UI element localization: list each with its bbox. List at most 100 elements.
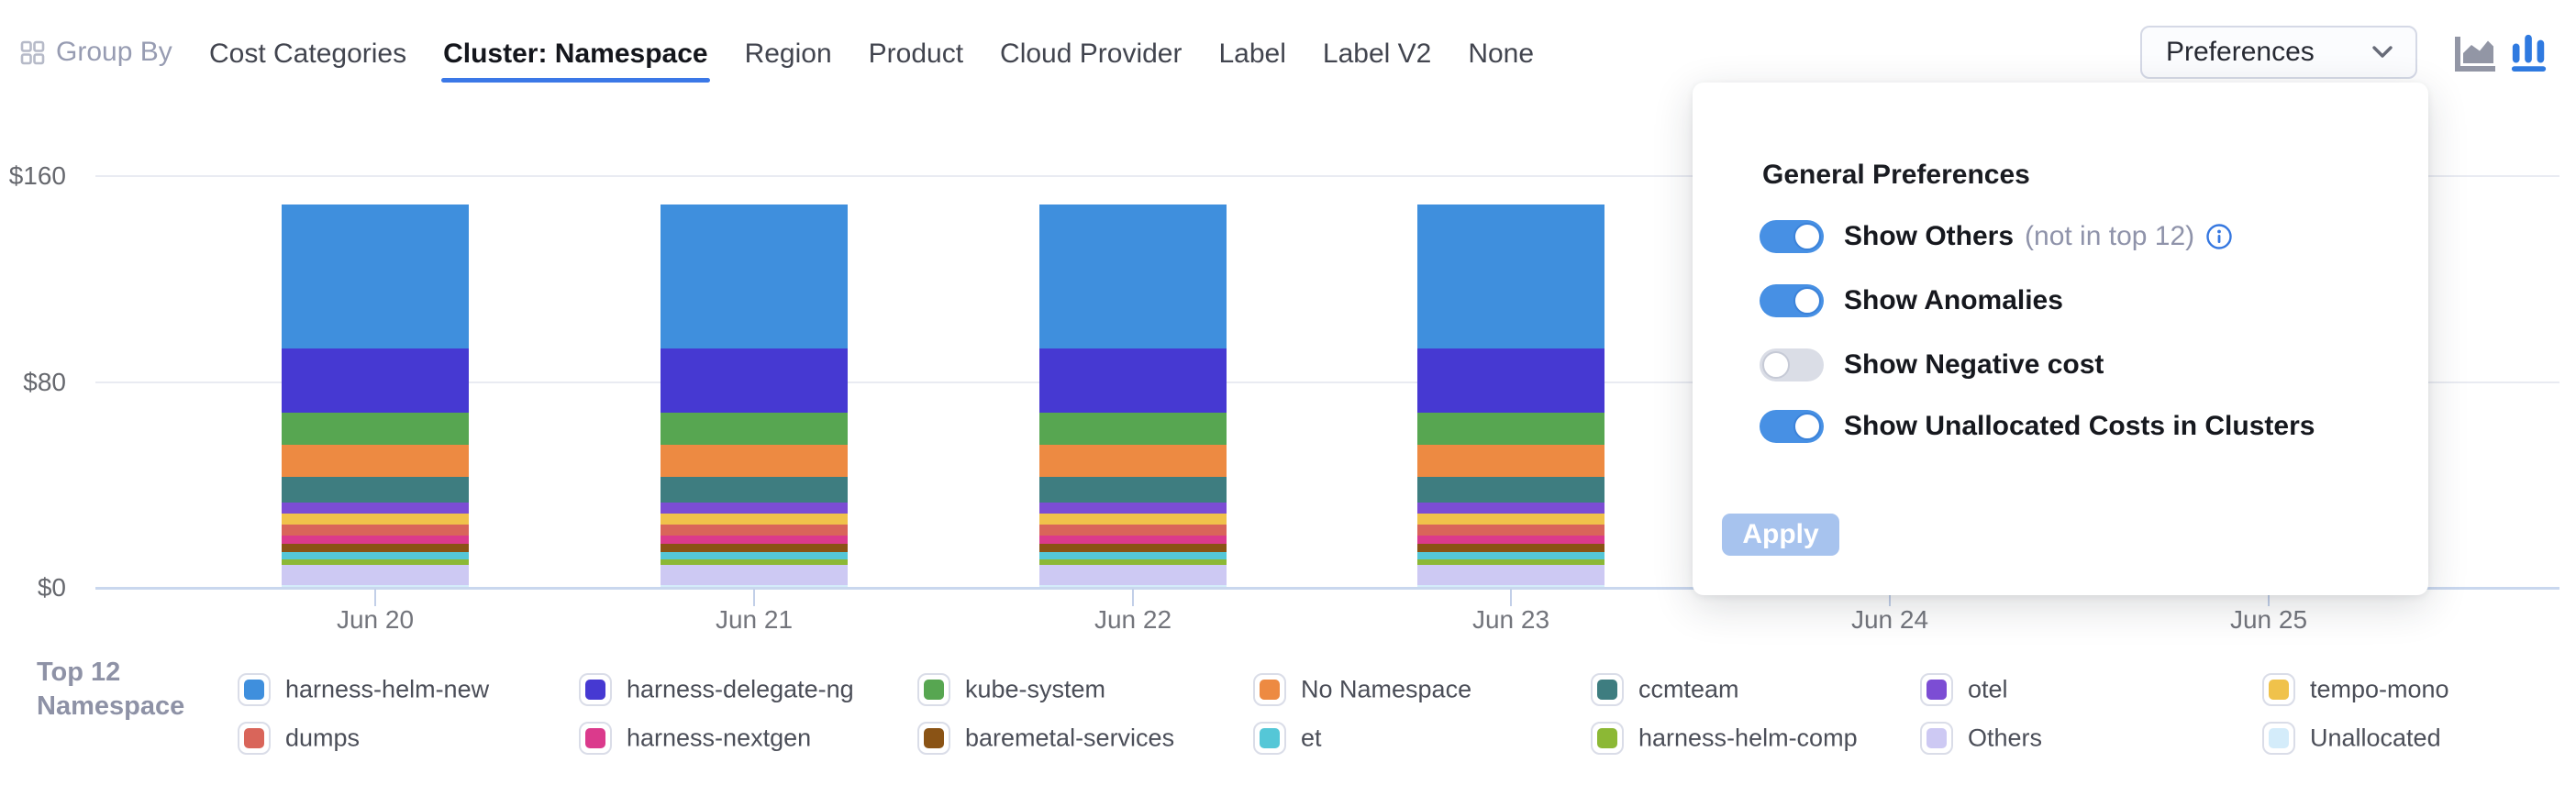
- tab-label[interactable]: Label: [1218, 39, 1286, 69]
- bar-segment-kube-system[interactable]: [661, 413, 848, 446]
- y-axis-tick-label: $80: [23, 368, 66, 396]
- bar-segment-dumps[interactable]: [661, 524, 848, 536]
- bar-segment-otel[interactable]: [282, 503, 469, 514]
- bar-segment-tempo-mono[interactable]: [661, 513, 848, 525]
- bar-segment-et[interactable]: [1417, 552, 1604, 559]
- bar-segment-harness-helm-new[interactable]: [1417, 205, 1604, 349]
- toggle-show-negative-cost[interactable]: [1760, 348, 1824, 381]
- bar-segment-et[interactable]: [1039, 552, 1227, 559]
- bar-segment-ccmteam[interactable]: [282, 477, 469, 503]
- bar-segment-others[interactable]: [1417, 564, 1604, 585]
- legend-label-tempo-mono: tempo-mono: [2310, 675, 2449, 703]
- legend-label-unallocated: Unallocated: [2310, 724, 2441, 752]
- bar-segment-tempo-mono[interactable]: [1039, 513, 1227, 525]
- apply-button[interactable]: Apply: [1722, 514, 1839, 556]
- info-icon[interactable]: [2205, 223, 2233, 250]
- legend-chip-dumps[interactable]: [238, 722, 271, 755]
- tab-label-v2[interactable]: Label V2: [1322, 39, 1432, 69]
- bar-segment-no-namespace[interactable]: [661, 445, 848, 478]
- bar-segment-harness-delegate-ng[interactable]: [1417, 348, 1604, 414]
- bar-segment-ccmteam[interactable]: [1039, 477, 1227, 503]
- tab-none[interactable]: None: [1468, 39, 1535, 69]
- bar-segment-harness-helm-new[interactable]: [282, 205, 469, 349]
- bar-segment-ccmteam[interactable]: [661, 477, 848, 503]
- bar-segment-others[interactable]: [661, 564, 848, 585]
- bar-segment-baremetal-services[interactable]: [1039, 543, 1227, 553]
- legend-label-harness-helm-comp: harness-helm-comp: [1638, 724, 1858, 752]
- bar-segment-harness-delegate-ng[interactable]: [1039, 348, 1227, 414]
- bar-segment-harness-helm-new[interactable]: [1039, 205, 1227, 349]
- tab-product[interactable]: Product: [868, 39, 964, 69]
- legend-chip-otel[interactable]: [1920, 673, 1953, 706]
- tab-cluster-namespace[interactable]: Cluster: Namespace: [441, 39, 711, 83]
- preference-row-show-unallocated-costs-in-clusters: Show Unallocated Costs in Clusters: [1760, 401, 2315, 452]
- bar-segment-harness-nextgen[interactable]: [282, 536, 469, 544]
- bar-segment-dumps[interactable]: [282, 524, 469, 536]
- bar-segment-tempo-mono[interactable]: [282, 513, 469, 525]
- area-chart-toggle-icon[interactable]: [2453, 35, 2495, 73]
- bar-segment-no-namespace[interactable]: [1417, 445, 1604, 478]
- bar-segment-unallocated[interactable]: [1417, 584, 1604, 588]
- legend-chip-harness-nextgen[interactable]: [579, 722, 612, 755]
- bar-segment-harness-helm-comp[interactable]: [1039, 558, 1227, 565]
- bar-segment-kube-system[interactable]: [282, 413, 469, 446]
- bar-segment-et[interactable]: [661, 552, 848, 559]
- legend-swatch-dumps: [244, 728, 264, 748]
- column-chart-toggle-icon[interactable]: [2508, 33, 2550, 72]
- bar-segment-harness-helm-comp[interactable]: [1417, 558, 1604, 565]
- bar-segment-dumps[interactable]: [1417, 524, 1604, 536]
- legend-chip-tempo-mono[interactable]: [2262, 673, 2295, 706]
- legend-chip-ccmteam[interactable]: [1591, 673, 1624, 706]
- bar-segment-kube-system[interactable]: [1417, 413, 1604, 446]
- legend-chip-baremetal-services[interactable]: [917, 722, 950, 755]
- bar-segment-unallocated[interactable]: [661, 584, 848, 588]
- legend-chip-unallocated[interactable]: [2262, 722, 2295, 755]
- bar-segment-harness-nextgen[interactable]: [1417, 536, 1604, 544]
- bar-segment-others[interactable]: [282, 564, 469, 585]
- legend-chip-harness-helm-comp[interactable]: [1591, 722, 1624, 755]
- bar-segment-otel[interactable]: [1039, 503, 1227, 514]
- bar-segment-baremetal-services[interactable]: [282, 543, 469, 553]
- bar-segment-kube-system[interactable]: [1039, 413, 1227, 446]
- tab-region[interactable]: Region: [744, 39, 832, 69]
- bar-segment-tempo-mono[interactable]: [1417, 513, 1604, 525]
- bar-segment-no-namespace[interactable]: [1039, 445, 1227, 478]
- preferences-dropdown-label: Preferences: [2166, 37, 2315, 67]
- bar-segment-et[interactable]: [282, 552, 469, 559]
- legend-chip-harness-helm-new[interactable]: [238, 673, 271, 706]
- bar-segment-otel[interactable]: [1417, 503, 1604, 514]
- preferences-dropdown[interactable]: Preferences: [2140, 26, 2417, 79]
- legend-chip-et[interactable]: [1253, 722, 1286, 755]
- bar-segment-unallocated[interactable]: [282, 584, 469, 588]
- legend-label-ccmteam: ccmteam: [1638, 675, 1739, 703]
- bar-segment-harness-delegate-ng[interactable]: [661, 348, 848, 414]
- toggle-show-anomalies[interactable]: [1760, 284, 1824, 317]
- toggle-show-unallocated-costs-in-clusters[interactable]: [1760, 410, 1824, 443]
- legend-chip-kube-system[interactable]: [917, 673, 950, 706]
- legend-title-line2: Namespace: [37, 691, 185, 721]
- tab-cost-categories[interactable]: Cost Categories: [209, 39, 407, 69]
- x-axis-tick: [1889, 589, 1891, 606]
- bar-segment-unallocated[interactable]: [1039, 584, 1227, 588]
- bar-segment-harness-delegate-ng[interactable]: [282, 348, 469, 414]
- bar-segment-ccmteam[interactable]: [1417, 477, 1604, 503]
- legend-chip-no-namespace[interactable]: [1253, 673, 1286, 706]
- bar-segment-harness-helm-comp[interactable]: [282, 558, 469, 565]
- bar-segment-harness-nextgen[interactable]: [661, 536, 848, 544]
- toggle-show-others[interactable]: [1760, 220, 1824, 253]
- bar-segment-others[interactable]: [1039, 564, 1227, 585]
- legend-chip-harness-delegate-ng[interactable]: [579, 673, 612, 706]
- bar-segment-harness-nextgen[interactable]: [1039, 536, 1227, 544]
- legend-chip-others[interactable]: [1920, 722, 1953, 755]
- legend-title-line1: Top 12: [37, 658, 121, 687]
- bar-segment-otel[interactable]: [661, 503, 848, 514]
- bar-segment-harness-helm-new[interactable]: [661, 205, 848, 349]
- legend-label-baremetal-services: baremetal-services: [965, 724, 1175, 752]
- bar-segment-no-namespace[interactable]: [282, 445, 469, 478]
- bar-segment-baremetal-services[interactable]: [661, 543, 848, 553]
- group-by-grid-icon: [20, 40, 45, 64]
- bar-segment-harness-helm-comp[interactable]: [661, 558, 848, 565]
- bar-segment-baremetal-services[interactable]: [1417, 543, 1604, 553]
- bar-segment-dumps[interactable]: [1039, 524, 1227, 536]
- tab-cloud-provider[interactable]: Cloud Provider: [1000, 39, 1183, 69]
